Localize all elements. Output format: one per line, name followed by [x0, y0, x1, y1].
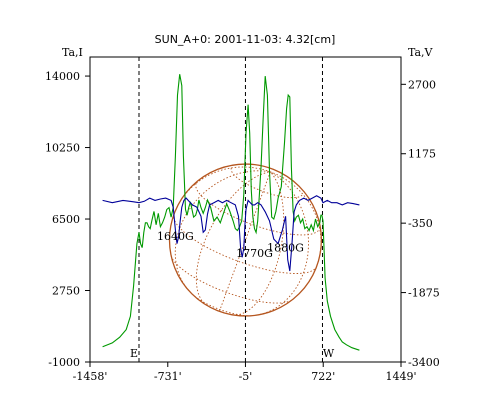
- y-left-tick-label: 10250: [45, 142, 80, 155]
- x-tick-label: -1458': [73, 370, 108, 383]
- region-annotation: 1880G: [267, 241, 304, 254]
- y-right-tick-label: -3400: [408, 356, 440, 369]
- longitude-line: [219, 171, 271, 312]
- region-annotation: 1640G: [157, 230, 194, 243]
- y-right-tick-label: -1875: [408, 287, 440, 300]
- longitude-line: [232, 171, 285, 316]
- y-left-tick-label: 14000: [45, 70, 80, 83]
- longitude-line: [174, 170, 271, 291]
- y-left-axis-label: Ta,I: [62, 46, 83, 59]
- y-left-tick-label: -1000: [48, 356, 80, 369]
- latitude-line: [195, 183, 321, 236]
- series-line-left: [102, 74, 360, 351]
- x-tick-label: 722': [311, 370, 335, 383]
- longitude-line: [195, 171, 271, 306]
- y-left-axis-ticks: -1000 2750 6500 10250 14000: [45, 70, 90, 369]
- x-tick-label: -731': [154, 370, 182, 383]
- y-right-tick-label: 1175: [408, 148, 436, 161]
- x-tick-label: -5': [239, 370, 253, 383]
- y-right-tick-label: -350: [408, 217, 433, 230]
- y-right-axis-ticks: -3400 -1875 -350 1175 2700: [401, 78, 440, 369]
- series-lines: [102, 74, 360, 351]
- y-right-axis-label: Ta,V: [408, 46, 434, 59]
- latitude-line: [170, 255, 293, 304]
- region-annotation: 1770G: [236, 247, 273, 260]
- y-left-tick-label: 6500: [52, 213, 80, 226]
- x-tick-label: 1449': [385, 370, 416, 383]
- limb-marker-label: W: [323, 347, 335, 360]
- solar-disk-grid: [168, 163, 323, 317]
- limb-marker-label: E: [130, 347, 138, 360]
- y-right-tick-label: 2700: [408, 78, 436, 91]
- chart-title: SUN_A+0: 2001-11-03: 4.32[cm]: [155, 33, 336, 46]
- y-left-tick-label: 2750: [52, 285, 80, 298]
- series-line-right: [102, 195, 360, 272]
- x-axis-ticks: -1458' -731' -5' 722' 1449': [73, 362, 417, 383]
